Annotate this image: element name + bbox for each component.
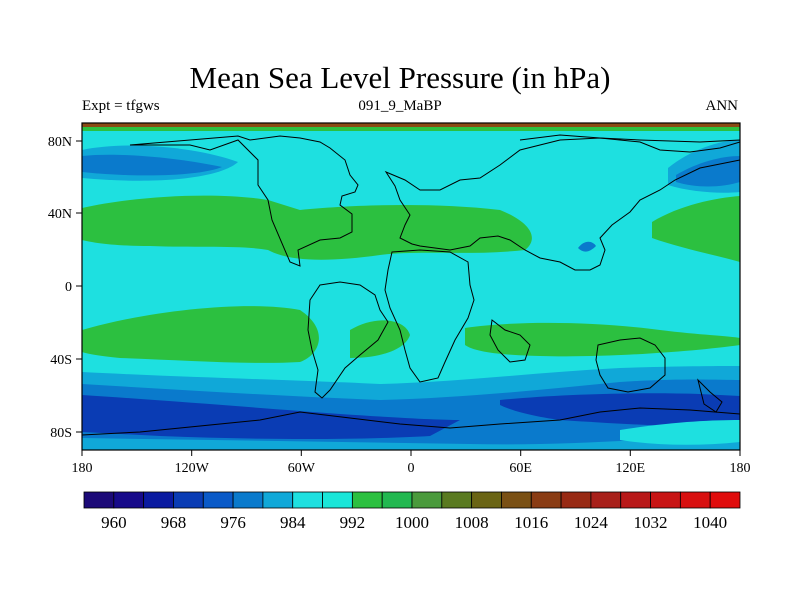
southern-recovery	[620, 420, 740, 445]
colorbar-swatch	[113, 491, 145, 509]
colorbar-label: 992	[340, 513, 366, 532]
colorbar-swatch	[202, 491, 234, 509]
experiment-label: Expt = tfgws	[82, 98, 160, 114]
colorbar-label: 960	[101, 513, 127, 532]
north-edge-band	[82, 123, 740, 128]
colorbar-swatch	[650, 491, 681, 509]
colorbar-swatch	[590, 491, 622, 509]
x-tick-label: 120E	[616, 461, 646, 476]
colorbar-label: 976	[220, 513, 246, 532]
contour-field	[82, 123, 740, 450]
y-tick-label: 0	[65, 280, 72, 295]
x-tick-label: 60E	[509, 461, 532, 476]
colorbar-swatch	[232, 491, 264, 509]
australia-outline	[595, 337, 666, 393]
colorbar-swatch	[83, 491, 115, 509]
south-indian-high	[465, 322, 740, 357]
y-tick-label: 80S	[50, 426, 72, 441]
colorbar-label: 1024	[574, 513, 609, 532]
small-low	[578, 241, 596, 252]
antarctica-outline	[82, 407, 740, 436]
colorbar-swatch	[530, 491, 562, 509]
colorbar-label: 968	[161, 513, 187, 532]
colorbar-labels: 960 968 976 984 992 1000 1008 1016 1024 1032 1040	[101, 513, 727, 532]
eurasia-outline	[384, 137, 740, 271]
colorbar-label: 984	[280, 513, 306, 532]
colorbar-swatch	[381, 491, 413, 509]
colorbar-swatch	[143, 491, 174, 509]
colorbar-swatch	[173, 491, 204, 509]
case-label: 091_9_MaBP	[358, 98, 442, 114]
north-america-outline	[129, 135, 359, 267]
colorbar-swatch	[560, 491, 592, 509]
south-pacific-high	[82, 306, 319, 363]
south-atlantic-high	[350, 320, 410, 358]
colorbar-label: 1000	[395, 513, 429, 532]
coastlines	[82, 134, 740, 436]
colorbar-swatch	[292, 491, 323, 509]
y-tick-marks	[76, 140, 82, 433]
india-outline	[489, 319, 531, 363]
x-tick-marks	[81, 450, 741, 456]
y-tick-label: 40N	[48, 207, 72, 222]
colorbar-swatch	[679, 491, 711, 509]
x-tick-label: 120W	[175, 461, 210, 476]
colorbar-swatch	[709, 491, 741, 509]
colorbar-label: 1040	[693, 513, 727, 532]
north-pacific-low	[82, 154, 222, 176]
north-green-band	[82, 127, 740, 131]
x-tick-label: 180	[730, 461, 751, 476]
south-america-outline	[307, 281, 389, 399]
x-tick-label: 60W	[288, 461, 316, 476]
colorbar-swatch	[441, 491, 473, 509]
x-tick-label: 180	[72, 461, 93, 476]
africa-outline	[384, 249, 475, 383]
colorbar-swatch	[322, 491, 353, 509]
y-tick-label: 80N	[48, 135, 72, 150]
colorbar	[83, 491, 741, 509]
north-subtropical-high-west	[82, 195, 532, 260]
colorbar-swatch	[620, 491, 651, 509]
new-zealand-outline	[697, 378, 723, 413]
colorbar-label: 1008	[455, 513, 489, 532]
colorbar-label: 1016	[514, 513, 548, 532]
colorbar-label: 1032	[634, 513, 668, 532]
season-label: ANN	[705, 98, 739, 114]
arctic-outline	[519, 134, 740, 153]
x-tick-labels: 180 120W 60W 0 60E 120E 180	[72, 461, 751, 476]
colorbar-swatch	[501, 491, 532, 509]
colorbar-swatch	[351, 491, 383, 509]
map-title: Mean Sea Level Pressure (in hPa)	[189, 60, 611, 95]
x-tick-label: 0	[408, 461, 415, 476]
y-tick-labels: 80N 40N 0 40S 80S	[48, 135, 72, 441]
colorbar-swatch	[411, 491, 443, 509]
y-tick-label: 40S	[50, 353, 72, 368]
colorbar-swatch	[262, 491, 294, 509]
north-subtropical-high-east	[652, 196, 740, 262]
colorbar-swatch	[471, 491, 502, 509]
